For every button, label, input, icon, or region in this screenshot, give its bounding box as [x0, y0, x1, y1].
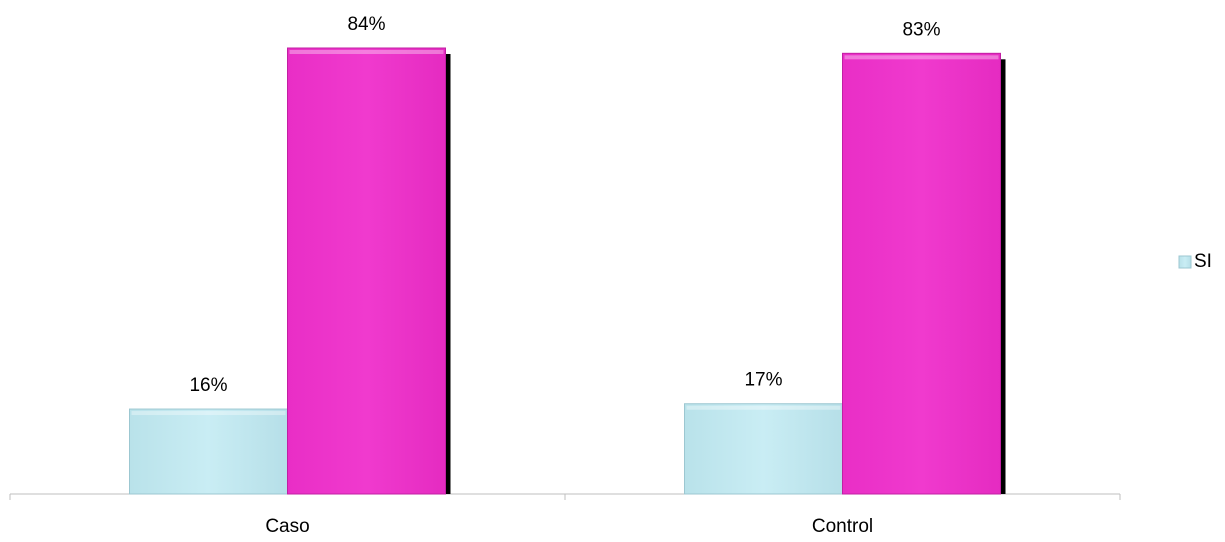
data-label: 16% — [189, 375, 227, 396]
x-tick-label: Control — [812, 516, 873, 537]
legend: SI — [1178, 251, 1212, 272]
bar-bevel — [686, 405, 841, 410]
data-label: 17% — [744, 370, 782, 391]
x-tick-label: Caso — [265, 516, 309, 537]
data-label: 83% — [902, 19, 940, 40]
bar-control-series-2 — [842, 52, 1001, 495]
legend-swatch — [1178, 255, 1192, 269]
plot-area: 16% 84% Caso 17% 83% Control — [9, 14, 1121, 537]
bar-bevel — [289, 50, 444, 54]
bar-bevel — [131, 411, 286, 416]
bar-bevel — [844, 55, 999, 60]
bar-control-series-1 — [684, 403, 843, 495]
bar-caso-series-1 — [129, 408, 288, 495]
legend-label: SI — [1194, 251, 1212, 272]
data-label: 84% — [347, 14, 385, 35]
bar-caso-series-2 — [287, 47, 446, 495]
